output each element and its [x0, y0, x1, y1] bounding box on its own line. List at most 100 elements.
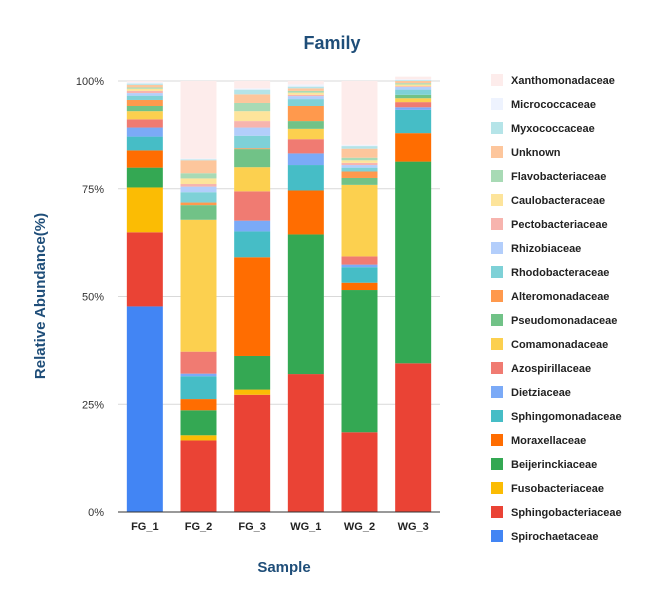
- legend-swatch: [491, 98, 503, 110]
- legend-swatch: [491, 266, 503, 278]
- y-tick-label: 75%: [82, 184, 104, 196]
- legend-swatch: [491, 338, 503, 350]
- bar-segment-wg-3-sphingobacteriaceae: [395, 363, 432, 512]
- bar-segment-fg-2-myxococcaceae: [180, 159, 217, 161]
- bar-segment-wg-2-myxococcaceae: [341, 146, 378, 149]
- bar-segment-wg-2-dietziaceae: [341, 264, 378, 268]
- bar-segment-fg-2-alteromonadaceae: [180, 202, 217, 206]
- legend-label: Pseudomonadaceae: [511, 315, 617, 327]
- bar-segment-wg-2-unknown: [341, 148, 378, 158]
- legend-label: Unknown: [511, 147, 561, 159]
- bar-segment-fg-3-moraxellaceae: [234, 257, 271, 356]
- legend-label: Spirochaetaceae: [511, 531, 598, 543]
- bar-segment-wg-1-caulobacteraceae: [287, 92, 324, 95]
- legend-swatch: [491, 242, 503, 254]
- legend-label: Alteromonadaceae: [511, 291, 609, 303]
- bar-segment-fg-3-unknown: [234, 94, 271, 103]
- bar-segment-wg-3-moraxellaceae: [395, 133, 432, 162]
- bar-segment-fg-2-sphingobacteriaceae: [180, 440, 217, 512]
- bar-segment-fg-1-alteromonadaceae: [126, 99, 163, 106]
- bar-segment-wg-2-xanthomonadaceae: [341, 81, 378, 145]
- legend-label: Azospirillaceae: [511, 363, 591, 375]
- legend-swatch: [491, 410, 503, 422]
- bar-segment-fg-2-pseudomonadaceae: [180, 205, 217, 220]
- bar-segment-wg-1-beijerinckiaceae: [287, 234, 324, 375]
- bar-segment-fg-3-micrococcaceae: [234, 88, 271, 90]
- bar-segment-fg-1-pectobacteriaceae: [126, 90, 163, 94]
- legend-swatch: [491, 314, 503, 326]
- bar-segment-wg-2-flavobacteriaceae: [341, 157, 378, 161]
- legend-label: Pectobacteriaceae: [511, 219, 608, 231]
- legend-swatch: [491, 458, 503, 470]
- bar-segment-wg-3-flavobacteriaceae: [395, 83, 432, 85]
- bar-segment-wg-2-micrococcaceae: [341, 144, 378, 147]
- bar-segment-wg-2-azospirillaceae: [341, 256, 378, 265]
- legend-label: Xanthomonadaceae: [511, 75, 615, 87]
- bar-segment-wg-3-myxococcaceae: [395, 80, 432, 81]
- bar-segment-fg-1-micrococcaceae: [126, 82, 163, 84]
- legend-swatch: [491, 170, 503, 182]
- bar-segment-wg-3-beijerinckiaceae: [395, 161, 432, 364]
- bar-segment-wg-1-rhodobacteraceae: [287, 99, 324, 106]
- y-axis-title: Relative Abundance(%): [32, 213, 49, 379]
- legend-label: Micrococcaceae: [511, 99, 596, 111]
- bar-segment-fg-1-rhodobacteraceae: [126, 95, 163, 100]
- bar-segment-fg-1-spirochaetaceae: [126, 306, 163, 512]
- bar-segment-fg-1-azospirillaceae: [126, 119, 163, 128]
- bar-segment-fg-3-pectobacteriaceae: [234, 121, 271, 128]
- legend-label: Myxococcaceae: [511, 123, 595, 135]
- legend-label: Flavobacteriaceae: [511, 171, 606, 183]
- bar-segment-wg-1-moraxellaceae: [287, 190, 324, 235]
- legend-swatch: [491, 386, 503, 398]
- bar-segment-wg-1-azospirillaceae: [287, 139, 324, 154]
- bar-segment-wg-3-azospirillaceae: [395, 102, 432, 108]
- bar-segment-wg-2-moraxellaceae: [341, 282, 378, 291]
- bar-segment-wg-2-alteromonadaceae: [341, 171, 378, 178]
- bar-segment-fg-2-moraxellaceae: [180, 399, 217, 411]
- legend-swatch: [491, 146, 503, 158]
- bar-segment-fg-3-beijerinckiaceae: [234, 355, 271, 390]
- legend-swatch: [491, 122, 503, 134]
- bar-segment-wg-1-micrococcaceae: [287, 84, 324, 87]
- bar-segment-fg-1-dietziaceae: [126, 127, 163, 137]
- legend-label: Dietziaceae: [511, 387, 571, 399]
- bar-segment-fg-1-rhizobiaceae: [126, 93, 163, 96]
- bar-segment-wg-1-rhizobiaceae: [287, 96, 324, 100]
- legend-label: Rhizobiaceae: [511, 243, 581, 255]
- legend-swatch: [491, 362, 503, 374]
- bar-segment-fg-1-beijerinckiaceae: [126, 167, 163, 188]
- bar-segment-wg-1-myxococcaceae: [287, 86, 324, 89]
- bar-segment-fg-3-flavobacteriaceae: [234, 102, 271, 112]
- bar-segment-wg-2-pseudomonadaceae: [341, 177, 378, 185]
- bar-segment-fg-1-fusobacteriaceae: [126, 187, 163, 233]
- legend-label: Moraxellaceae: [511, 435, 586, 447]
- legend-label: Fusobacteriaceae: [511, 483, 604, 495]
- bar-segment-wg-2-rhizobiaceae: [341, 165, 378, 168]
- bar-segment-fg-1-myxococcaceae: [126, 83, 163, 85]
- legend-label: Sphingobacteriaceae: [511, 507, 622, 519]
- legend-label: Rhodobacteraceae: [511, 267, 609, 279]
- bar-segment-wg-3-sphingomonadaceae: [395, 109, 432, 134]
- bar-segment-fg-2-azospirillaceae: [180, 351, 217, 374]
- bar-segment-fg-2-rhodobacteraceae: [180, 192, 217, 203]
- gridlines: [118, 80, 440, 405]
- bar-segment-fg-1-flavobacteriaceae: [126, 87, 163, 89]
- y-tick-label: 100%: [76, 76, 104, 88]
- bar-segment-fg-3-myxococcaceae: [234, 89, 271, 95]
- bar-segment-wg-1-comamonadaceae: [287, 128, 324, 140]
- y-axis-ticks: 0% 25% 50% 75% 100%: [76, 76, 104, 519]
- chart-title: Family: [303, 33, 360, 53]
- legend-swatch: [491, 434, 503, 446]
- bar-segment-wg-1-dietziaceae: [287, 153, 324, 166]
- legend-label: Sphingomonadaceae: [511, 411, 622, 423]
- bar-segment-fg-3-xanthomonadaceae: [234, 81, 271, 89]
- bar-segment-wg-1-pseudomonadaceae: [287, 121, 324, 129]
- legend-label: Caulobacteraceae: [511, 195, 605, 207]
- bars: [126, 76, 432, 512]
- bar-segment-wg-2-beijerinckiaceae: [341, 290, 378, 433]
- bar-segment-fg-2-fusobacteriaceae: [180, 435, 217, 441]
- bar-segment-wg-3-caulobacteraceae: [395, 84, 432, 87]
- bar-segment-wg-1-sphingomonadaceae: [287, 165, 324, 191]
- bar-segment-fg-2-caulobacteraceae: [180, 178, 217, 185]
